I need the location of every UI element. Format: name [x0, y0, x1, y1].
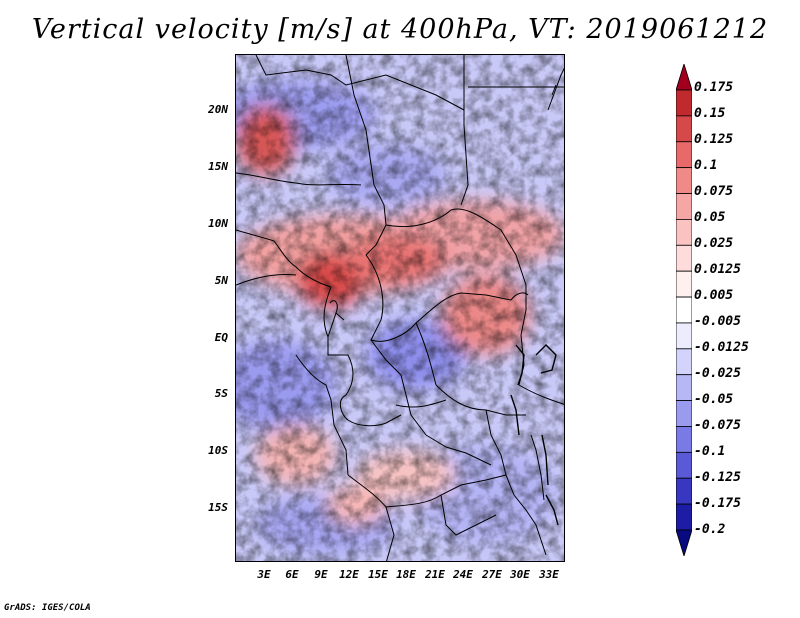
vertical-velocity-field: [236, 55, 564, 561]
lon-label: 27E: [482, 568, 502, 581]
colorbar-label: -0.025: [694, 366, 741, 381]
colorbar: [676, 64, 692, 556]
colorbar-swatch: [676, 451, 692, 479]
lakes: [510, 344, 559, 526]
colorbar-swatch: [676, 115, 692, 143]
lon-label: 33E: [539, 568, 559, 581]
lon-label: 3E: [257, 568, 271, 581]
colorbar-swatch: [676, 89, 692, 117]
colorbar-label: 0.1: [694, 158, 718, 173]
lon-label: 15E: [368, 568, 388, 581]
map-title: Vertical velocity [m/s] at 400hPa, VT: 2…: [31, 14, 769, 45]
lat-label: 10N: [208, 217, 228, 230]
colorbar-swatch: [676, 477, 692, 505]
lon-label: 21E: [425, 568, 445, 581]
lat-label: 15N: [208, 160, 228, 173]
colorbar-label: 0.025: [694, 236, 734, 251]
colorbar-label: 0.0125: [694, 262, 741, 277]
lat-label: 10S: [208, 444, 228, 457]
lon-label: 18E: [396, 568, 416, 581]
colorbar-swatch: [676, 141, 692, 169]
colorbar-swatch: [676, 219, 692, 246]
colorbar-swatch: [676, 296, 692, 324]
colorbar-swatch: [676, 426, 692, 453]
map-panel: [235, 54, 565, 562]
colorbar-label: -0.075: [694, 418, 741, 433]
lon-label: 6E: [285, 568, 299, 581]
colorbar-swatch: [676, 322, 692, 350]
colorbar-swatch: [676, 348, 692, 376]
lat-label: 15S: [208, 501, 228, 514]
colorbar-label: 0.05: [694, 210, 726, 225]
lat-label: 5S: [214, 387, 228, 400]
lon-label: 9E: [314, 568, 328, 581]
colorbar-swatch: [676, 64, 692, 91]
colorbar-label: -0.125: [694, 470, 741, 485]
colorbar-label: -0.05: [694, 392, 734, 407]
lat-label: 5N: [214, 274, 228, 287]
colorbar-swatch: [676, 529, 692, 556]
colorbar-swatch: [676, 503, 692, 531]
colorbar-swatch: [676, 244, 692, 272]
colorbar-label: 0.125: [694, 132, 734, 147]
colorbar-label: 0.005: [694, 288, 734, 303]
colorbar-label: -0.0125: [694, 340, 749, 355]
grads-credit: GrADS: IGES/COLA: [4, 603, 91, 613]
colorbar-swatch: [676, 374, 692, 401]
colorbar-swatch: [676, 270, 692, 298]
colorbar-label: -0.2: [694, 522, 726, 537]
colorbar-label: 0.075: [694, 184, 734, 199]
colorbar-label: -0.1: [694, 444, 726, 459]
colorbar-label: 0.175: [694, 80, 734, 95]
lat-label: EQ: [214, 331, 228, 344]
lon-label: 24E: [453, 568, 473, 581]
colorbar-label: -0.005: [694, 314, 741, 329]
colorbar-swatch: [676, 193, 692, 220]
colorbar-label: -0.175: [694, 496, 741, 511]
colorbar-swatch: [676, 167, 692, 194]
lon-label: 12E: [339, 568, 359, 581]
colorbar-swatch: [676, 400, 692, 427]
lat-label: 20N: [208, 103, 228, 116]
colorbar-label: 0.15: [694, 106, 726, 121]
lon-label: 30E: [510, 568, 530, 581]
